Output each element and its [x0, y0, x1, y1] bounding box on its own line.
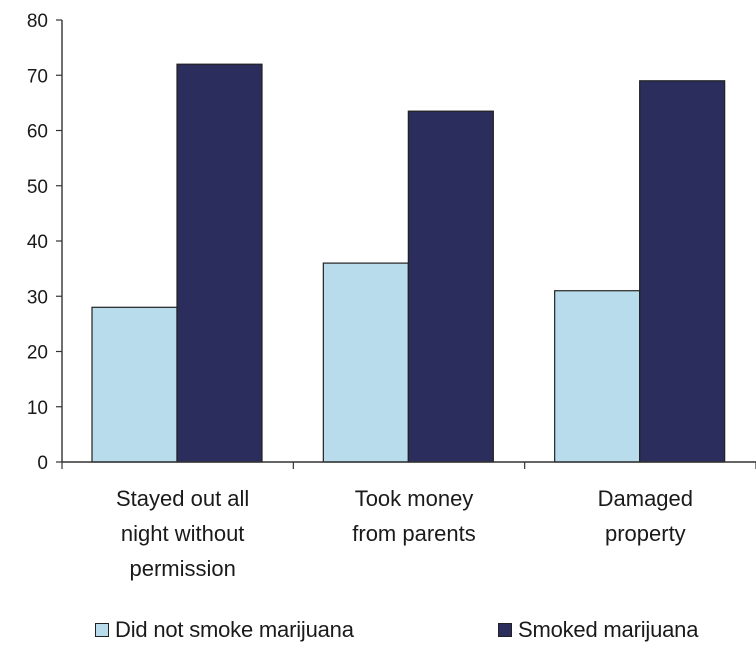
y-tick-label: 0 [37, 453, 48, 474]
y-tick-label: 50 [27, 177, 48, 198]
legend-label-did-not-smoke: Did not smoke marijuana [115, 617, 354, 642]
bars [91, 63, 726, 463]
category-label-line: Stayed out all [116, 486, 249, 511]
legend-item-did-not-smoke: Did not smoke marijuana [95, 614, 354, 646]
category-label: Stayed out all night without permission [116, 486, 249, 581]
legend-swatch-did-not-smoke [95, 623, 109, 637]
category-label-line: from parents [352, 521, 476, 546]
y-tick-label: 70 [27, 66, 48, 87]
category-label-line: permission [129, 556, 235, 581]
legend-label-smoked: Smoked marijuana [518, 617, 699, 642]
category-label-line: Took money [355, 486, 474, 511]
category-label-line: night without [121, 521, 245, 546]
axes [61, 20, 756, 469]
y-tick-label: 10 [27, 398, 48, 419]
bar-did-not-smoke-3 [554, 290, 641, 463]
category-label: Took money from parents [352, 486, 476, 546]
y-tick-label: 20 [27, 343, 48, 364]
y-tick-label: 60 [27, 122, 48, 143]
legend: Did not smoke marijuana Smoked marijuana [0, 614, 756, 646]
y-axis-ticks: 0 10 20 30 40 50 60 70 80 [27, 11, 62, 474]
category-label-line: property [605, 521, 686, 546]
y-tick-label: 30 [27, 287, 48, 308]
bar-did-not-smoke-1 [91, 306, 178, 463]
category-label-line: Damaged [598, 486, 693, 511]
legend-swatch-smoked [498, 623, 512, 637]
bar-did-not-smoke-2 [322, 262, 409, 463]
y-tick-label: 40 [27, 232, 48, 253]
y-tick-label: 80 [27, 11, 48, 32]
bar-smoked-1 [176, 63, 263, 463]
bar-chart: 0 10 20 30 40 50 60 70 80 Stayed out all night wi… [27, 11, 756, 581]
bar-smoked-2 [407, 110, 494, 463]
legend-item-smoked: Smoked marijuana [498, 614, 698, 646]
bar-smoked-3 [639, 80, 726, 463]
category-label: Damaged property [598, 486, 693, 546]
category-labels: Stayed out all night without permission Too… [116, 486, 693, 581]
